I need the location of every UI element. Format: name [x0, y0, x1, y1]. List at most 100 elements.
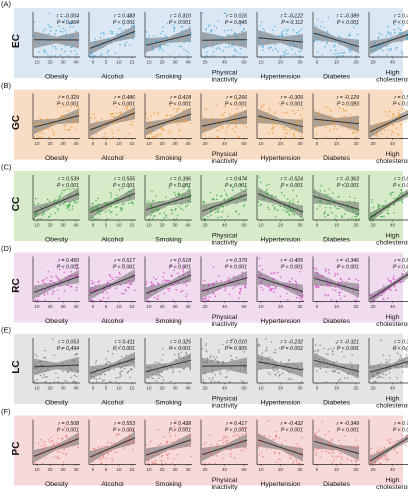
scatter-point [215, 280, 218, 283]
scatter-point [119, 375, 121, 378]
scatter-point [68, 203, 71, 206]
scatter-point [171, 348, 173, 350]
scatter-point [177, 262, 180, 264]
scatter-point [314, 433, 317, 436]
scatter-point [319, 344, 321, 346]
scatter-point [132, 203, 134, 205]
column-label-line: High [386, 477, 400, 484]
scatter-point [110, 193, 113, 195]
column-label: Alcohol [101, 237, 124, 244]
scatter-point [260, 367, 263, 370]
scatter-point [375, 134, 377, 137]
scatter-point [318, 438, 320, 440]
scatter-point [104, 445, 107, 448]
scatter-point [210, 360, 213, 363]
scatter-point [149, 440, 152, 442]
scatter-point [387, 124, 390, 127]
scatter-point [319, 199, 321, 202]
scatter-point [161, 462, 163, 465]
scatter-point [401, 201, 403, 204]
scatter-point [180, 25, 182, 28]
scatter-point [346, 207, 349, 209]
scatter-point [220, 280, 223, 282]
scatter-point [70, 50, 72, 52]
scatter-point [273, 112, 276, 115]
scatter-point [169, 435, 171, 438]
scatter-point [99, 55, 101, 57]
scatter-point [239, 52, 241, 55]
scatter-point [100, 373, 102, 376]
scatter-point [350, 49, 353, 52]
scatter-point [290, 208, 292, 211]
scatter-point [131, 201, 134, 203]
scatter-point [58, 297, 60, 300]
scatter-point [374, 126, 377, 129]
scatter-point [172, 371, 174, 373]
scatter-point [125, 41, 127, 44]
scatter-point [151, 211, 153, 213]
scatter-point [66, 435, 68, 438]
x-tick-label: 40 [390, 304, 396, 309]
scatter-point [54, 199, 56, 201]
scatter-point [115, 106, 118, 108]
scatter-point [122, 263, 124, 266]
scatter-point [357, 285, 359, 288]
scatter-point [168, 287, 170, 290]
scatter-point [273, 351, 275, 353]
scatter-point [320, 275, 323, 277]
r-value: r = -0.432 [281, 421, 303, 427]
scatter-point [177, 123, 179, 126]
scatter-point [130, 368, 132, 371]
scatter-point [354, 116, 356, 118]
fit-line [257, 115, 304, 128]
scatter-point [173, 353, 176, 356]
scatter-point [105, 358, 107, 360]
scatter-point [245, 186, 247, 188]
scatter-point [179, 370, 181, 373]
scatter-point [66, 188, 68, 190]
scatter-point [384, 205, 386, 208]
scatter-point [186, 426, 188, 429]
r-value: r = -0.321 [337, 340, 359, 346]
scatter-point [182, 271, 184, 273]
fit-line [313, 118, 360, 125]
scatter-point [189, 101, 191, 104]
scatter-point [51, 293, 54, 296]
scatter-point [150, 133, 152, 135]
column-label: Obesity [45, 481, 69, 488]
scatter-point [189, 194, 192, 196]
scatter-point [390, 133, 393, 136]
scatter-point [218, 450, 220, 453]
scatter-point [178, 356, 180, 359]
scatter-point [54, 46, 57, 48]
scatter-point [74, 129, 77, 131]
scatter-point [281, 372, 284, 375]
scatter-point [261, 280, 263, 283]
r-value: r = -0.004 [57, 14, 79, 20]
scatter-point [218, 349, 220, 351]
scatter-point [239, 198, 241, 201]
scatter-point [299, 55, 301, 57]
scatter-point [59, 457, 61, 460]
scatter-point [53, 456, 55, 458]
scatter-point [287, 210, 289, 212]
scatter-point [259, 204, 261, 207]
scatter-point [295, 448, 297, 450]
scatter-point [172, 369, 174, 371]
scatter-point [381, 216, 384, 218]
scatter-point [272, 37, 275, 39]
scatter-point [118, 27, 120, 30]
scatter-point [106, 291, 108, 294]
scatter-point [392, 116, 394, 119]
x-tick-label: 20 [47, 223, 53, 228]
scatter-point [387, 32, 389, 34]
column-label: Hypertension [260, 74, 300, 81]
scatter-point [184, 117, 186, 120]
r-value: r = -0.232 [281, 340, 303, 346]
scatter-point [63, 22, 65, 24]
scatter-point [128, 434, 131, 436]
scatter-point [129, 105, 131, 108]
scatter-point [268, 132, 270, 134]
